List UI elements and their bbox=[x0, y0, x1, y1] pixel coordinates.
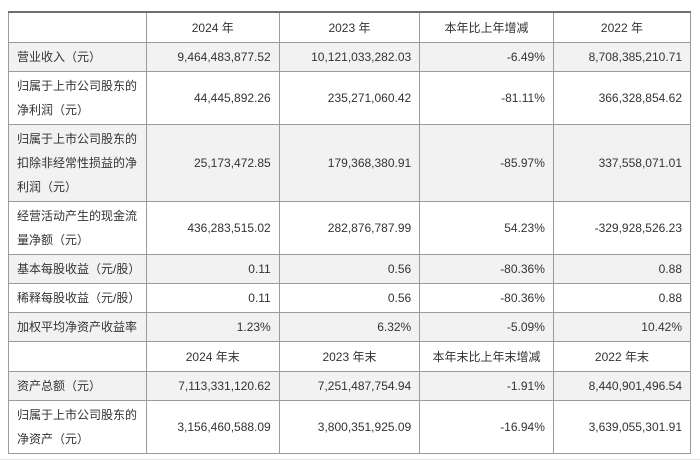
financial-highlights-table: 2024 年 2023 年本年比上年增减 2022 年营业收入（元） 9,464,48… bbox=[8, 11, 692, 454]
value-cell: 0.56 bbox=[278, 283, 421, 313]
table-row: 归属于上市公司股东的净资产（元） 3,156,460,588.09 3,800,35… bbox=[8, 400, 692, 454]
value-cell: 0.88 bbox=[552, 254, 692, 284]
empty-header-cell bbox=[8, 11, 147, 43]
table-row: 加权平均净资产收益率 1.23% 6.32% -5.09% 10.42% bbox=[8, 312, 692, 342]
value-cell: 282,876,787.99 bbox=[278, 201, 421, 255]
value-cell: 44,445,892.26 bbox=[145, 71, 280, 125]
value-cell: 337,558,071.01 bbox=[552, 124, 692, 202]
value-cell: 0.11 bbox=[145, 283, 280, 313]
column-header-cell: 2023 年 bbox=[278, 11, 421, 43]
value-cell: 3,800,351,925.09 bbox=[278, 400, 421, 454]
table-row: 归属于上市公司股东的净利润（元） 44,445,892.26 235,271,060… bbox=[8, 71, 692, 125]
column-header-cell: 本年末比上年末增减 bbox=[419, 341, 554, 372]
value-cell: 179,368,380.91 bbox=[278, 124, 421, 202]
value-cell: 436,283,515.02 bbox=[145, 201, 280, 255]
column-header-cell: 2022 年末 bbox=[552, 341, 692, 372]
value-cell: 3,156,460,588.09 bbox=[145, 400, 280, 454]
value-cell: 9,464,483,877.52 bbox=[145, 42, 280, 72]
column-header-cell: 本年比上年增减 bbox=[419, 11, 554, 43]
table-row: 经营活动产生的现金流量净额（元） 436,283,515.02 282,876,78… bbox=[8, 201, 692, 255]
value-cell: 54.23% bbox=[419, 201, 554, 255]
value-cell: -80.36% bbox=[419, 254, 554, 284]
column-header-cell: 2023 年末 bbox=[278, 341, 421, 372]
value-cell: 10.42% bbox=[552, 312, 692, 342]
row-label-cell: 稀释每股收益（元/股） bbox=[8, 283, 147, 313]
value-cell: 1.23% bbox=[145, 312, 280, 342]
value-cell: 366,328,854.62 bbox=[552, 71, 692, 125]
value-cell: -85.97% bbox=[419, 124, 554, 202]
row-label-cell: 经营活动产生的现金流量净额（元） bbox=[8, 201, 147, 255]
value-cell: -5.09% bbox=[419, 312, 554, 342]
value-cell: 10,121,033,282.03 bbox=[278, 42, 421, 72]
table-row: 资产总额（元） 7,113,331,120.62 7,251,487,754.94-… bbox=[8, 371, 692, 401]
value-cell: 7,251,487,754.94 bbox=[278, 371, 421, 401]
column-header-cell: 2024 年末 bbox=[145, 341, 280, 372]
table-row: 营业收入（元） 9,464,483,877.52 10,121,033,282.03… bbox=[8, 42, 692, 72]
table-row: 归属于上市公司股东的扣除非经常性损益的净利润（元） 25,173,472.85 17… bbox=[8, 124, 692, 202]
value-cell: -16.94% bbox=[419, 400, 554, 454]
table-row: 稀释每股收益（元/股） 0.11 0.56 -80.36% 0.88 bbox=[8, 283, 692, 313]
value-cell: 25,173,472.85 bbox=[145, 124, 280, 202]
value-cell: 235,271,060.42 bbox=[278, 71, 421, 125]
row-label-cell: 归属于上市公司股东的净资产（元） bbox=[8, 400, 147, 454]
table-header-row: 2024 年末 2023 年末 本年末比上年末增减 2022 年末 bbox=[8, 341, 692, 372]
value-cell: -1.91% bbox=[419, 371, 554, 401]
column-header-cell: 2022 年 bbox=[552, 11, 692, 43]
row-label-cell: 资产总额（元） bbox=[8, 371, 147, 401]
value-cell: 3,639,055,301.91 bbox=[552, 400, 692, 454]
value-cell: 8,708,385,210.71 bbox=[552, 42, 692, 72]
value-cell: 0.56 bbox=[278, 254, 421, 284]
value-cell: -329,928,526.23 bbox=[552, 201, 692, 255]
row-label-cell: 营业收入（元） bbox=[8, 42, 147, 72]
table-row: 基本每股收益（元/股） 0.11 0.56 -80.36% 0.88 bbox=[8, 254, 692, 284]
row-label-cell: 归属于上市公司股东的扣除非经常性损益的净利润（元） bbox=[8, 124, 147, 202]
value-cell: -6.49% bbox=[419, 42, 554, 72]
row-label-cell: 基本每股收益（元/股） bbox=[8, 254, 147, 284]
empty-header-cell bbox=[8, 341, 147, 372]
value-cell: -81.11% bbox=[419, 71, 554, 125]
financial-highlights-table-body: 2024 年 2023 年本年比上年增减 2022 年营业收入（元） 9,464,48… bbox=[8, 11, 692, 454]
value-cell: 8,440,901,496.54 bbox=[552, 371, 692, 401]
row-label-cell: 归属于上市公司股东的净利润（元） bbox=[8, 71, 147, 125]
column-header-cell: 2024 年 bbox=[145, 11, 280, 43]
row-label-cell: 加权平均净资产收益率 bbox=[8, 312, 147, 342]
table-header-row: 2024 年 2023 年本年比上年增减 2022 年 bbox=[8, 11, 692, 43]
value-cell: 0.88 bbox=[552, 283, 692, 313]
value-cell: 7,113,331,120.62 bbox=[145, 371, 280, 401]
value-cell: 0.11 bbox=[145, 254, 280, 284]
value-cell: -80.36% bbox=[419, 283, 554, 313]
value-cell: 6.32% bbox=[278, 312, 421, 342]
